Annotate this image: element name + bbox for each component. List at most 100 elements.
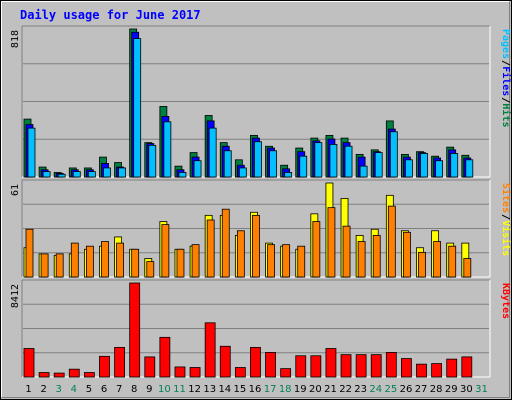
pages-bar [238, 167, 247, 178]
pages-bar [148, 144, 157, 178]
day-label: 7 [116, 384, 122, 395]
kbytes-bar [370, 354, 382, 378]
day-label: 15 [234, 384, 247, 395]
pages-bar [57, 173, 66, 178]
sites-bar [433, 241, 442, 278]
kbytes-bar [355, 354, 367, 378]
sites-bar [357, 241, 366, 278]
sites-bar [191, 244, 200, 278]
kbytes-bar [204, 322, 216, 378]
sites-bar [463, 258, 472, 278]
day-label: 16 [249, 384, 262, 395]
pages-bar [465, 159, 474, 178]
sites-bar [448, 245, 457, 278]
top-legend-separator: / [500, 97, 511, 103]
sites-bar [312, 221, 321, 278]
pages-bar [208, 127, 217, 178]
sites-bar [297, 245, 306, 278]
day-label: 6 [101, 384, 107, 395]
kbytes-bar [416, 363, 427, 378]
sites-bar [85, 245, 94, 278]
day-label: 2 [40, 384, 46, 395]
pages-bar [374, 152, 383, 178]
kbytes-bar [23, 348, 35, 378]
kbytes-bar [265, 352, 276, 378]
pages-bar [87, 171, 96, 178]
chart-title: Daily usage for June 2017 [20, 8, 201, 22]
day-label: 22 [339, 384, 352, 395]
kbytes-bar [401, 358, 412, 378]
pages-bar [193, 160, 202, 178]
middle-legend-separator: / [500, 214, 511, 220]
sites-bar [131, 248, 140, 278]
sites-bar [101, 241, 109, 278]
sites-bar [236, 230, 245, 278]
kbytes-bar [310, 355, 322, 378]
day-label: 28 [430, 384, 443, 395]
pages-bar [178, 172, 187, 178]
pages-bar [269, 150, 277, 178]
sites-bar [282, 244, 291, 278]
pages-bar [329, 144, 338, 178]
kbytes-bar [68, 368, 80, 378]
sites-bar [403, 231, 411, 278]
day-label: 20 [309, 384, 322, 395]
sites-bar [116, 242, 124, 278]
pages-bar [420, 153, 428, 178]
day-label: 10 [158, 384, 171, 395]
sites-bar [206, 219, 215, 278]
pages-bar [163, 121, 172, 178]
day-label: 9 [146, 384, 152, 395]
day-label: 25 [385, 384, 398, 395]
kbytes-bar [114, 346, 125, 378]
day-label: 19 [294, 384, 307, 395]
kbytes-bar [234, 367, 246, 378]
kbytes-bar [280, 368, 292, 378]
pages-bar [27, 127, 36, 178]
pages-bar [223, 150, 232, 178]
day-label: 24 [369, 384, 382, 395]
day-label: 30 [460, 384, 473, 395]
kbytes-bar [129, 282, 141, 378]
bottom-max-label: 8412 [10, 284, 21, 308]
kbytes-bar [325, 348, 337, 378]
day-label: 23 [354, 384, 367, 395]
kbytes-bar [53, 372, 65, 378]
kbytes-bar [99, 355, 110, 378]
top-legend-files: Files [500, 66, 512, 96]
pages-bar [284, 172, 293, 178]
pages-bar [435, 160, 444, 178]
day-label: 1 [25, 384, 31, 395]
sites-bar [327, 207, 336, 278]
pages-bar [359, 165, 368, 178]
kbytes-bar [446, 358, 458, 378]
middle-max-label: 61 [10, 184, 21, 196]
top-legend-pages: Pages [500, 29, 511, 59]
day-label: 21 [324, 384, 337, 395]
top-legend-hits: Hits [500, 103, 512, 127]
day-label: 4 [71, 384, 77, 395]
pages-bar [133, 38, 142, 178]
kbytes-bar [250, 346, 261, 378]
day-label: 26 [400, 384, 413, 395]
sites-bar [146, 261, 155, 278]
pages-bar [103, 167, 111, 178]
sites-bar [387, 205, 396, 278]
sites-bar [267, 244, 275, 278]
day-label: 11 [173, 384, 186, 395]
day-label: 31 [475, 384, 488, 395]
kbytes-bar [83, 372, 95, 378]
middle-legend-sites: Sites [500, 183, 512, 213]
day-label: 8 [131, 384, 137, 395]
pages-bar [405, 159, 413, 178]
sites-bar [252, 214, 260, 278]
kbytes-bar [219, 345, 231, 378]
sites-bar [418, 251, 426, 278]
day-label: 14 [218, 384, 231, 395]
kbytes-bar [159, 336, 171, 378]
top-legend-separator: / [500, 60, 511, 66]
middle-legend-visits: Visits [500, 220, 512, 256]
kbytes-bar [340, 354, 352, 378]
